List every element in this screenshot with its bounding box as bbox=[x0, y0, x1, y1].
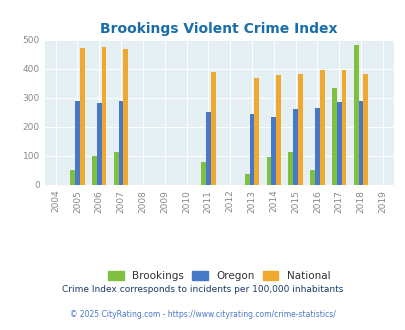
Bar bbox=[80, 48, 84, 185]
Legend: Brookings, Oregon, National: Brookings, Oregon, National bbox=[104, 268, 333, 284]
Bar bbox=[309, 170, 314, 185]
Title: Brookings Violent Crime Index: Brookings Violent Crime Index bbox=[100, 22, 337, 36]
Bar bbox=[314, 108, 319, 185]
Bar bbox=[123, 49, 128, 185]
Bar bbox=[288, 152, 292, 185]
Bar bbox=[362, 75, 367, 185]
Bar bbox=[113, 152, 118, 185]
Bar bbox=[70, 170, 75, 185]
Bar bbox=[341, 70, 345, 185]
Bar bbox=[353, 46, 358, 185]
Bar bbox=[275, 75, 280, 185]
Bar bbox=[331, 87, 336, 185]
Text: Crime Index corresponds to incidents per 100,000 inhabitants: Crime Index corresponds to incidents per… bbox=[62, 285, 343, 294]
Bar bbox=[249, 114, 254, 185]
Bar bbox=[336, 102, 341, 185]
Bar bbox=[254, 78, 258, 185]
Bar bbox=[118, 101, 123, 185]
Text: © 2025 CityRating.com - https://www.cityrating.com/crime-statistics/: © 2025 CityRating.com - https://www.city… bbox=[70, 310, 335, 319]
Bar bbox=[358, 101, 362, 185]
Bar bbox=[101, 48, 106, 185]
Bar bbox=[292, 109, 297, 185]
Bar bbox=[266, 157, 271, 185]
Bar bbox=[200, 162, 205, 185]
Bar bbox=[96, 104, 101, 185]
Bar bbox=[319, 70, 324, 185]
Bar bbox=[244, 174, 249, 185]
Bar bbox=[271, 116, 275, 185]
Bar bbox=[205, 112, 210, 185]
Bar bbox=[92, 156, 96, 185]
Bar bbox=[75, 101, 80, 185]
Bar bbox=[210, 72, 215, 185]
Bar bbox=[297, 74, 302, 185]
